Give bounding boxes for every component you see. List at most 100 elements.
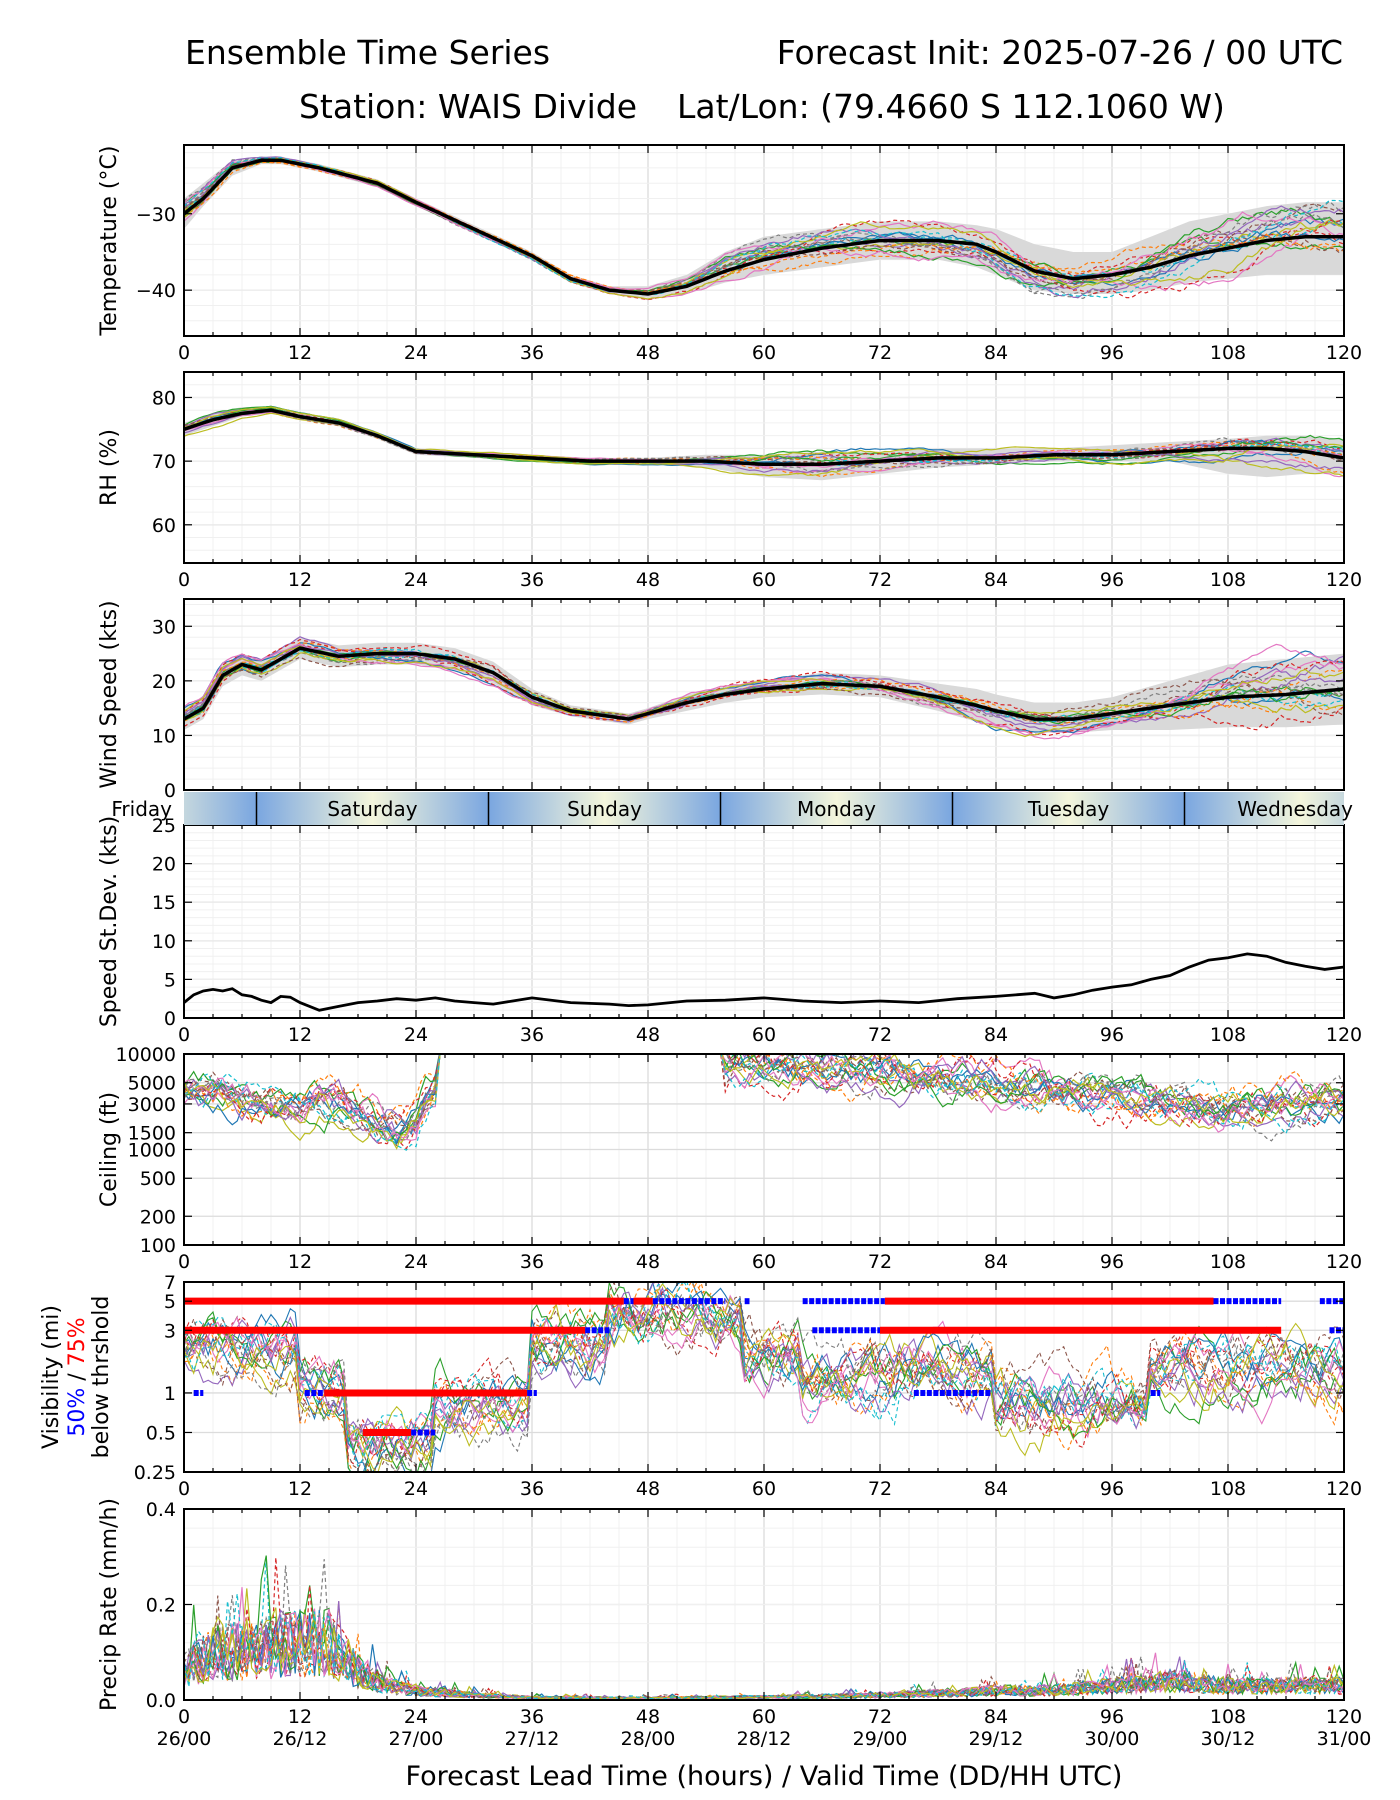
title-left: Ensemble Time Series bbox=[185, 33, 550, 72]
y-axis-label: Visibility (mi) bbox=[39, 1305, 64, 1449]
y-tick-label: −30 bbox=[136, 204, 176, 226]
x-tick-label: 84 bbox=[984, 342, 1008, 364]
x-tick-label: 72 bbox=[868, 1024, 892, 1046]
ensemble-mean-line bbox=[184, 158, 1344, 296]
y-tick-label: 60 bbox=[152, 515, 176, 537]
panel-wind-speed: 30 20 10 0 Wind Speed (kts) bbox=[97, 598, 1345, 802]
x-tick-label: 0 bbox=[178, 1024, 190, 1046]
y-tick-label: 10 bbox=[152, 931, 176, 953]
ensemble-mean-line bbox=[184, 646, 1344, 721]
x-tick-label: 12 bbox=[288, 1706, 312, 1728]
x-tick-label: 60 bbox=[752, 1024, 776, 1046]
x-tick-label: 120 bbox=[1326, 1251, 1362, 1273]
y-tick-label: 1500 bbox=[128, 1123, 176, 1145]
x-tick-label: 72 bbox=[868, 342, 892, 364]
stdev-line bbox=[184, 952, 1344, 1012]
y-tick-label: 3 bbox=[164, 1320, 176, 1342]
ensemble-member-line bbox=[184, 1054, 1344, 1130]
valid-time-label: 29/12 bbox=[969, 1728, 1024, 1750]
y-axis-ticks: 80 70 60 bbox=[152, 387, 1344, 537]
y-tick-label: 20 bbox=[152, 854, 176, 876]
x-tick-label: 0 bbox=[178, 1478, 190, 1500]
day-cell bbox=[1184, 792, 1344, 825]
y-tick-label: 1 bbox=[164, 1383, 176, 1405]
x-tick-label: 24 bbox=[404, 1706, 428, 1728]
y-tick-label: 0 bbox=[164, 1008, 176, 1030]
x-tick-label: 84 bbox=[984, 1024, 1008, 1046]
x-tick-label: 96 bbox=[1100, 1251, 1124, 1273]
x-tick-label: 108 bbox=[1210, 569, 1246, 591]
x-tick-label: 84 bbox=[984, 1251, 1008, 1273]
ensemble-member-line bbox=[184, 1054, 1344, 1151]
x-tick-label: 96 bbox=[1100, 1478, 1124, 1500]
y-axis-label: Wind Speed (kts) bbox=[97, 600, 122, 788]
x-tick-label: 96 bbox=[1100, 342, 1124, 364]
ensemble-member-line bbox=[184, 406, 1344, 466]
grid-lines bbox=[183, 824, 1345, 1019]
ensemble-member-line bbox=[184, 157, 1344, 296]
valid-time-label: 30/12 bbox=[1201, 1728, 1256, 1750]
ensemble-member-line bbox=[184, 1054, 1344, 1125]
x-tick-label: 36 bbox=[520, 1478, 544, 1500]
x-tick-label: 108 bbox=[1210, 342, 1246, 364]
y-axis-ticks: 30 20 10 0 bbox=[152, 616, 1344, 802]
x-axis-ticks: 0 12 24 36 48 60 72 84 96 108 120 bbox=[178, 1509, 1362, 1728]
y-tick-label: 5 bbox=[164, 969, 176, 991]
x-tick-label: 48 bbox=[636, 1251, 660, 1273]
x-tick-label: 12 bbox=[288, 1478, 312, 1500]
y-tick-label: 0.5 bbox=[146, 1422, 176, 1444]
grid-lines bbox=[183, 1053, 1345, 1246]
x-tick-label: 60 bbox=[752, 1706, 776, 1728]
x-axis-ticks: 0 12 24 36 48 60 72 84 96 108 120 bbox=[178, 145, 1362, 364]
x-tick-label: 24 bbox=[404, 569, 428, 591]
y-axis-ticks: 75 3 1 0.5 0.25 bbox=[134, 1272, 1344, 1484]
y-tick-label: 70 bbox=[152, 451, 176, 473]
valid-time-label: 29/00 bbox=[853, 1728, 908, 1750]
x-tick-label: 96 bbox=[1100, 569, 1124, 591]
y-tick-label: 500 bbox=[140, 1168, 176, 1190]
x-tick-label: 60 bbox=[752, 1478, 776, 1500]
ensemble-member-line bbox=[184, 1054, 1344, 1133]
x-tick-label: 84 bbox=[984, 1478, 1008, 1500]
y-axis-label: RH (%) bbox=[97, 429, 122, 506]
y-axis-label-threshold: 50% / 75% bbox=[65, 1317, 90, 1436]
x-tick-label: 72 bbox=[868, 1478, 892, 1500]
x-tick-label: 36 bbox=[520, 1251, 544, 1273]
ensemble-member-line bbox=[184, 1054, 1344, 1148]
ensemble-member-line bbox=[184, 156, 1344, 299]
x-tick-label: 84 bbox=[984, 1706, 1008, 1728]
ensemble-member-line bbox=[184, 161, 1344, 293]
y-axis-label: Ceiling (ft) bbox=[97, 1092, 122, 1207]
y-label-75pct: 75% bbox=[65, 1317, 90, 1366]
x-tick-label: 108 bbox=[1210, 1024, 1246, 1046]
ensemble-member-line bbox=[184, 1054, 1344, 1122]
y-tick-label: 5000 bbox=[128, 1073, 176, 1095]
day-band: Friday Saturday Sunday Monday Tuesday Wednesd… bbox=[111, 792, 1353, 825]
x-tick-label: 24 bbox=[404, 1478, 428, 1500]
panel-rh: 0 12 24 36 48 60 72 84 96 108 120 80 70 60 RH (%) bbox=[97, 371, 1362, 591]
y-tick-label: −40 bbox=[136, 280, 176, 302]
plot-area bbox=[184, 636, 1344, 740]
x-tick-label: 12 bbox=[288, 1024, 312, 1046]
y-tick-label: 3000 bbox=[128, 1094, 176, 1116]
y-tick-label: 5 bbox=[164, 1291, 176, 1313]
valid-time-label: 27/12 bbox=[505, 1728, 560, 1750]
y-label-50pct: 50% bbox=[65, 1388, 90, 1437]
day-cell bbox=[720, 792, 953, 825]
y-axis-ticks: 0.4 0.2 0.0 bbox=[146, 1499, 1344, 1712]
plot-area bbox=[184, 952, 1344, 1012]
panels-container: 0 12 24 36 48 60 72 84 96 108 120−30−40Temperature… bbox=[39, 144, 1362, 1728]
y-axis-ticks: 25 20 15 10 5 0 bbox=[152, 815, 1344, 1030]
valid-time-label: 26/12 bbox=[273, 1728, 328, 1750]
ensemble-member-line bbox=[184, 1292, 1344, 1472]
x-tick-label: 96 bbox=[1100, 1706, 1124, 1728]
plot-area bbox=[184, 1054, 1344, 1151]
panel-visibility: 0 12 24 36 48 60 72 84 96 108 120 75 3 1 0.5 0.25 Visibi… bbox=[39, 1272, 1362, 1500]
x-tick-label: 0 bbox=[178, 342, 190, 364]
x-tick-label: 108 bbox=[1210, 1478, 1246, 1500]
x-tick-label: 12 bbox=[288, 342, 312, 364]
y-tick-label: 25 bbox=[152, 815, 176, 837]
latlon-label: Lat/Lon: (79.4660 S 112.1060 W) bbox=[677, 87, 1225, 126]
